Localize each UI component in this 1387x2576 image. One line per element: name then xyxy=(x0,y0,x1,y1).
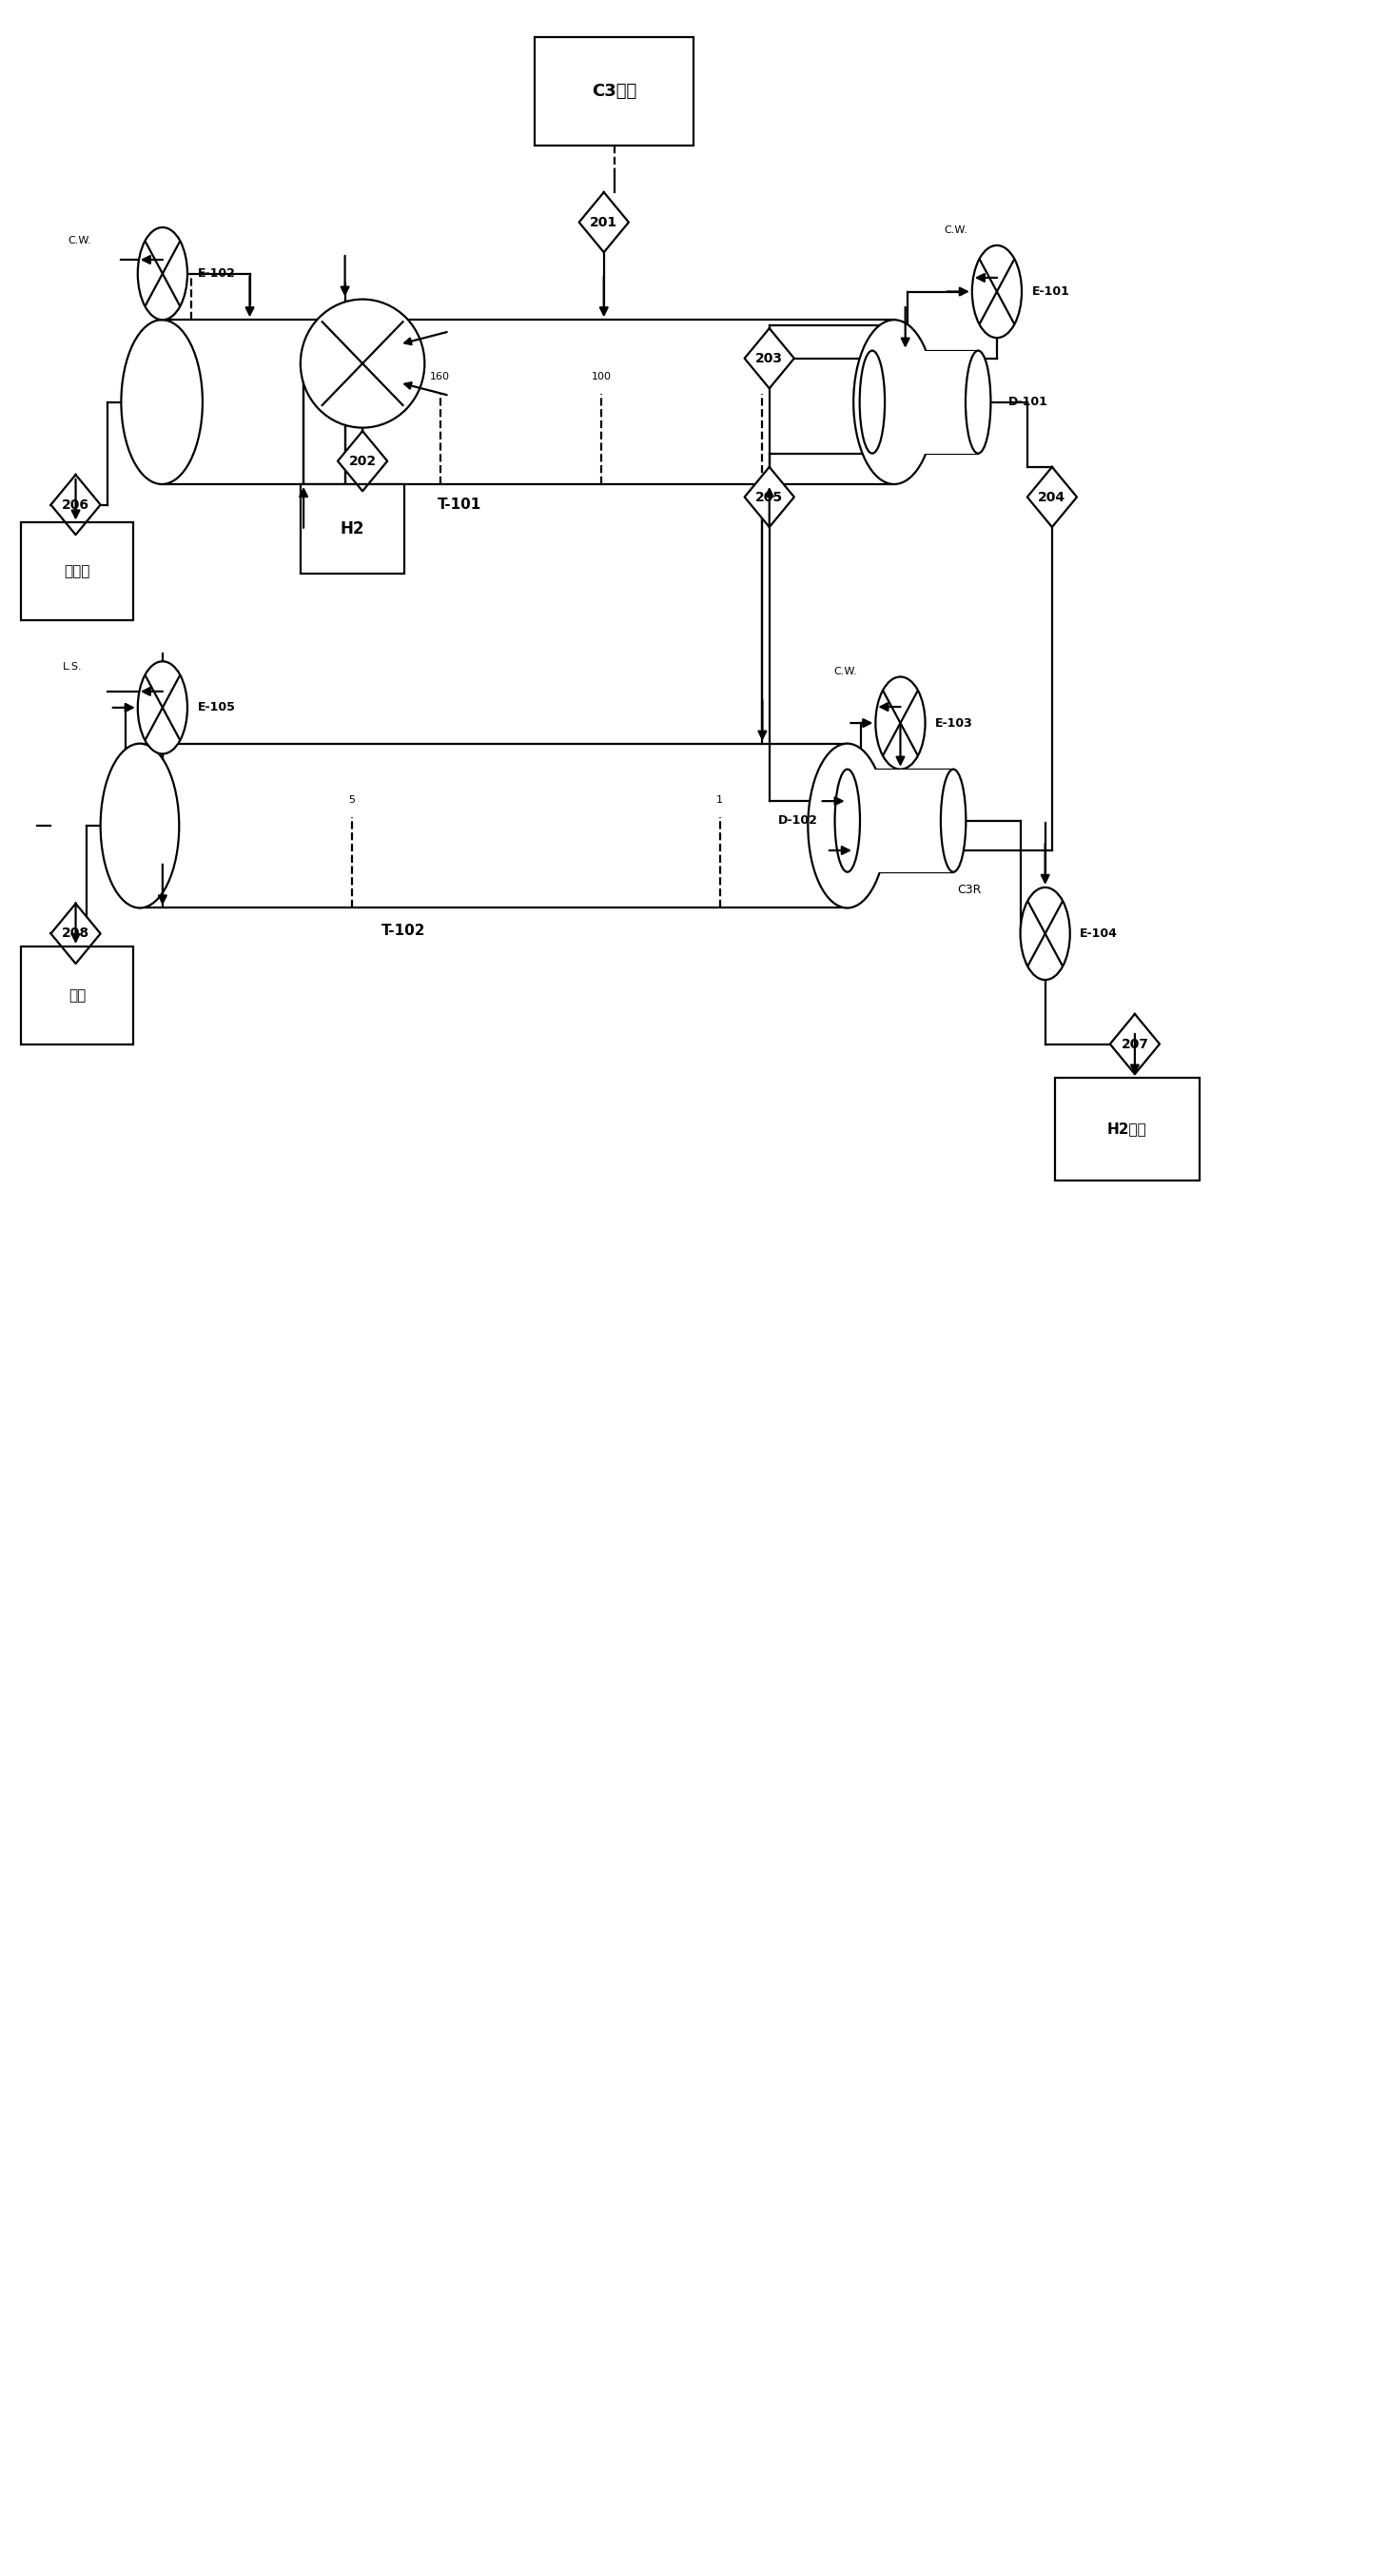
Text: E-105: E-105 xyxy=(197,701,236,714)
Text: 1: 1 xyxy=(759,371,766,381)
Bar xyxy=(21,945,133,1043)
Ellipse shape xyxy=(121,319,203,484)
Bar xyxy=(1056,1077,1200,1180)
Text: L.S.: L.S. xyxy=(62,662,83,672)
Text: C.W.: C.W. xyxy=(943,224,967,234)
Ellipse shape xyxy=(853,319,935,484)
Circle shape xyxy=(972,245,1022,337)
Text: 202: 202 xyxy=(348,453,376,469)
Polygon shape xyxy=(578,193,628,252)
Text: E-103: E-103 xyxy=(935,716,972,729)
Ellipse shape xyxy=(809,744,886,907)
Bar xyxy=(21,523,133,621)
Text: C.W.: C.W. xyxy=(834,667,857,677)
Text: 丙烷: 丙烷 xyxy=(68,989,86,1002)
Text: 204: 204 xyxy=(1039,489,1067,505)
Circle shape xyxy=(137,227,187,319)
Ellipse shape xyxy=(860,350,885,453)
Ellipse shape xyxy=(301,299,424,428)
Text: C3R: C3R xyxy=(957,884,982,896)
Text: R-101: R-101 xyxy=(343,459,381,471)
Text: 5: 5 xyxy=(348,796,355,806)
FancyBboxPatch shape xyxy=(140,744,847,907)
Text: H2尾气: H2尾气 xyxy=(1107,1121,1147,1136)
Polygon shape xyxy=(745,466,795,528)
FancyBboxPatch shape xyxy=(847,770,953,871)
Text: 207: 207 xyxy=(1121,1038,1148,1051)
Ellipse shape xyxy=(940,770,965,871)
Polygon shape xyxy=(745,327,795,389)
Polygon shape xyxy=(1028,466,1076,528)
Text: H2: H2 xyxy=(340,520,365,538)
Text: D-101: D-101 xyxy=(1008,397,1047,407)
Text: 205: 205 xyxy=(756,489,784,505)
Text: D-102: D-102 xyxy=(778,814,817,827)
Text: C3馏分: C3馏分 xyxy=(592,82,637,100)
Text: T-102: T-102 xyxy=(381,922,426,938)
FancyBboxPatch shape xyxy=(162,319,895,484)
Circle shape xyxy=(137,662,187,755)
Circle shape xyxy=(875,677,925,770)
Text: 201: 201 xyxy=(589,216,617,229)
Text: E-104: E-104 xyxy=(1080,927,1118,940)
Text: E-102: E-102 xyxy=(197,268,236,281)
Bar xyxy=(301,484,404,574)
Ellipse shape xyxy=(835,770,860,871)
Text: 裂化气: 裂化气 xyxy=(64,564,90,580)
Polygon shape xyxy=(51,474,100,536)
Text: E-101: E-101 xyxy=(1032,286,1069,299)
Polygon shape xyxy=(1110,1015,1160,1074)
Ellipse shape xyxy=(965,350,990,453)
Text: 160: 160 xyxy=(430,371,451,381)
Circle shape xyxy=(1021,886,1069,979)
Polygon shape xyxy=(51,904,100,963)
Polygon shape xyxy=(337,430,387,492)
Text: C.W.: C.W. xyxy=(68,234,92,245)
Bar xyxy=(535,36,694,144)
Text: 208: 208 xyxy=(62,927,90,940)
Text: 1: 1 xyxy=(717,796,723,806)
Ellipse shape xyxy=(100,744,179,907)
Text: T-101: T-101 xyxy=(437,497,481,510)
Text: 206: 206 xyxy=(62,497,90,513)
Text: 100: 100 xyxy=(591,371,612,381)
FancyBboxPatch shape xyxy=(872,350,978,453)
Text: 203: 203 xyxy=(756,353,784,366)
